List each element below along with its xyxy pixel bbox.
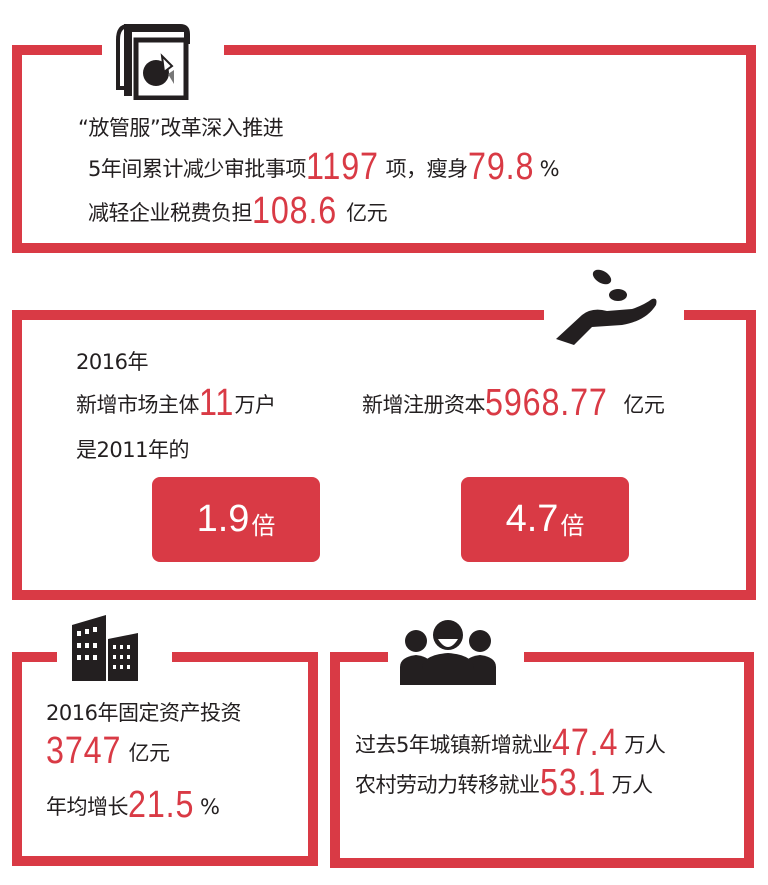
market-year: 2016年 (76, 350, 148, 374)
workers-icon (400, 620, 496, 685)
multiple-unit: 倍 (560, 512, 585, 540)
growth-percent: 21.5 (128, 784, 195, 826)
entities-count: 11 (199, 382, 235, 424)
label: % (199, 795, 220, 819)
tax-reduction: 108.6 (252, 190, 338, 232)
label: 5年间累计减少审批事项 (88, 157, 306, 181)
label: 亿元 (128, 741, 171, 765)
reform-approvals: 5年间累计减少审批事项1197 项，瘦身79.8% (88, 146, 560, 189)
label: 新增市场主体 (76, 393, 200, 417)
investment-label: 2016年固定资产投资 (46, 701, 241, 725)
capital-multiple-badge: 4.7 倍 (461, 477, 629, 562)
label: 减轻企业税费负担 (88, 201, 253, 225)
entities-multiple-badge: 1.9 倍 (152, 477, 320, 562)
reform-tax: 减轻企业税费负担108.6 亿元 (88, 190, 388, 233)
label: 新增注册资本 (362, 393, 486, 417)
rural-employment: 农村劳动力转移就业53.1 万人 (355, 762, 653, 805)
label: 过去5年城镇新增就业 (355, 733, 553, 757)
multiple-value: 1.9 (196, 498, 250, 540)
multiple-unit: 倍 (251, 512, 276, 540)
compare-label: 是2011年的 (76, 438, 189, 462)
label: 亿元 (623, 393, 665, 417)
multiple-value: 4.7 (505, 498, 559, 540)
hand-coins-icon (556, 269, 657, 345)
market-entities: 新增市场主体11万户 (76, 382, 276, 425)
label: 万人 (611, 773, 653, 797)
market-capital: 新增注册资本5968.77 亿元 (362, 382, 665, 425)
investment-growth: 年均增长21.5% (46, 784, 220, 827)
label: 万户 (234, 393, 276, 417)
investment-value: 3747 (46, 730, 122, 772)
label: 项，瘦身 (385, 157, 469, 181)
label: 年均增长 (46, 795, 129, 819)
label: 亿元 (346, 201, 388, 225)
label: 农村劳动力转移就业 (355, 773, 540, 797)
urban-jobs: 47.4 (552, 722, 619, 764)
label: % (539, 157, 560, 181)
reform-title: “放管服”改革深入推进 (78, 116, 284, 140)
reduction-percent: 79.8 (467, 146, 534, 188)
label: 万人 (624, 733, 666, 757)
rural-jobs: 53.1 (539, 762, 606, 804)
approvals-count: 1197 (305, 146, 379, 188)
buildings-icon (72, 615, 138, 681)
urban-employment: 过去5年城镇新增就业47.4 万人 (355, 722, 666, 765)
capital-amount: 5968.77 (485, 382, 608, 424)
chart-document-icon (116, 24, 190, 100)
investment-amount: 3747 亿元 (46, 730, 170, 773)
